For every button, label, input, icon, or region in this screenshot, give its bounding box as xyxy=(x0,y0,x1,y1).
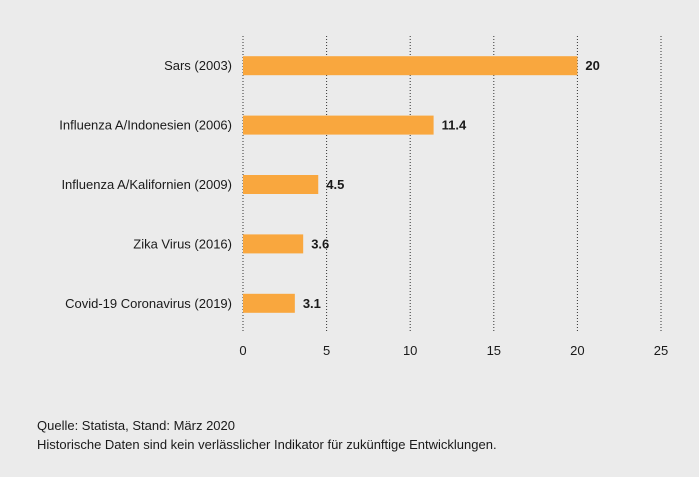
value-label-0: 20 xyxy=(585,58,599,73)
value-label-1: 11.4 xyxy=(442,118,467,133)
category-label-2: Influenza A/Kalifornien (2009) xyxy=(61,177,232,192)
category-label-0: Sars (2003) xyxy=(164,58,232,73)
x-tick-label-3: 15 xyxy=(487,343,501,358)
bar-3 xyxy=(243,234,304,254)
bar-0 xyxy=(243,56,578,76)
category-label-3: Zika Virus (2016) xyxy=(133,236,232,251)
category-labels: Sars (2003) Influenza A/Indonesien (2006)… xyxy=(59,58,232,311)
bar-1 xyxy=(243,115,434,135)
x-axis-tick-labels: 0 5 10 15 20 25 xyxy=(239,343,668,358)
bars xyxy=(243,56,578,313)
disclaimer-note: Historische Daten sind kein verlässliche… xyxy=(37,437,497,452)
bar-2 xyxy=(243,175,319,194)
x-tick-label-2: 10 xyxy=(403,343,417,358)
value-labels: 20 11.4 4.5 3.6 3.1 xyxy=(303,58,600,311)
x-tick-label-0: 0 xyxy=(239,343,246,358)
value-label-2: 4.5 xyxy=(326,177,344,192)
x-tick-label-5: 25 xyxy=(654,343,668,358)
bar-chart: Sars (2003) Influenza A/Indonesien (2006)… xyxy=(59,36,668,358)
value-label-4: 3.1 xyxy=(303,296,321,311)
category-label-4: Covid-19 Coronavirus (2019) xyxy=(65,296,232,311)
bar-4 xyxy=(243,293,295,313)
x-tick-label-1: 5 xyxy=(323,343,330,358)
source-note: Quelle: Statista, Stand: März 2020 xyxy=(37,418,235,433)
value-label-3: 3.6 xyxy=(311,236,329,251)
category-label-1: Influenza A/Indonesien (2006) xyxy=(59,118,232,133)
chart-footer: Quelle: Statista, Stand: März 2020 Histo… xyxy=(37,416,497,454)
x-tick-label-4: 20 xyxy=(570,343,584,358)
